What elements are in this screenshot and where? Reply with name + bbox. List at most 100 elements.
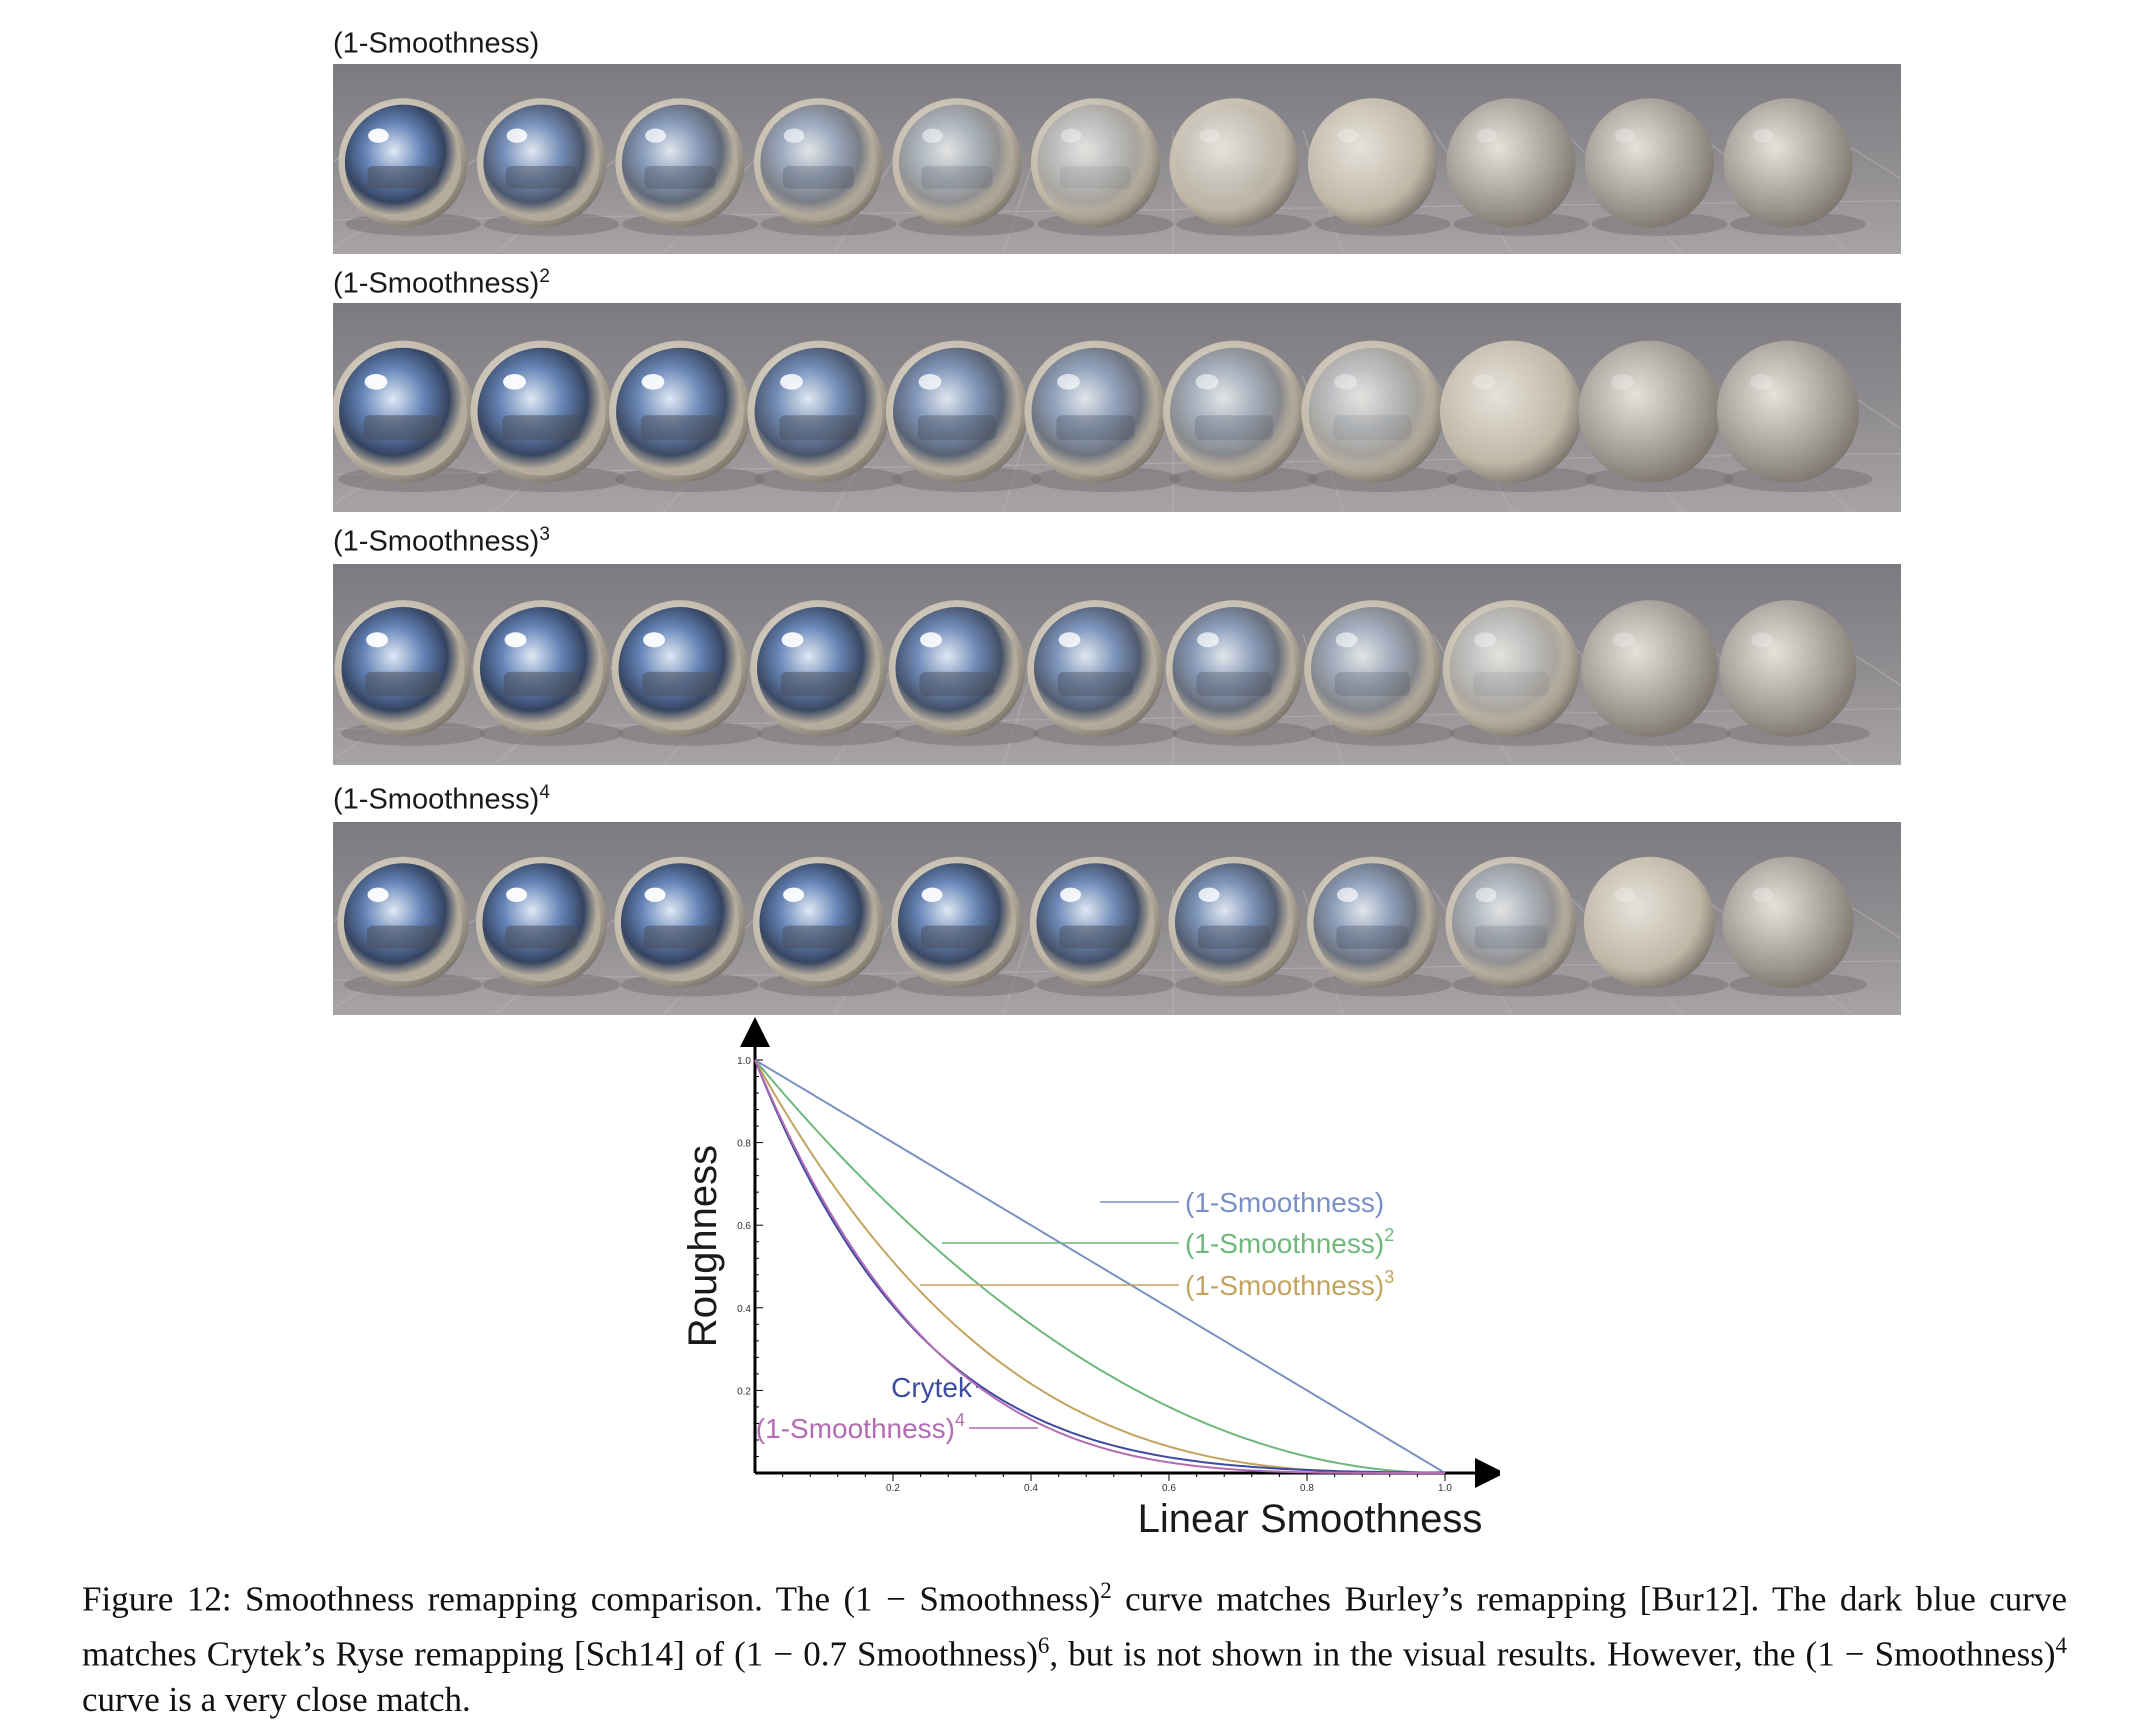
caption-sup-1: 2 [1100, 1578, 1112, 1603]
sphere-render-shape [618, 607, 742, 731]
sphere-render-shape [1059, 166, 1132, 189]
sphere-render-shape [917, 415, 997, 441]
series-label-text: (1-Smoothness) [1185, 1228, 1384, 1259]
sphere-render-shape [1194, 415, 1274, 441]
sphere-render-shape [1716, 340, 1860, 483]
sphere-render-shape [920, 632, 942, 648]
series-label-linear: (1-Smoothness) [1185, 1187, 1384, 1218]
x-tick-label: 0.8 [1300, 1483, 1314, 1494]
sphere-render-shape [482, 863, 601, 982]
sphere-render-shape [783, 887, 805, 903]
sphere-render-shape [1719, 600, 1857, 737]
sphere-render-shape [1198, 166, 1269, 189]
y-axis-label: Roughness [681, 1145, 725, 1347]
sphere-render-shape [1197, 925, 1271, 949]
sphere-render-shape [1313, 863, 1432, 982]
sphere-render-shape [1198, 887, 1220, 903]
sphere-render-shape [1199, 128, 1220, 143]
sphere-render-shape [1611, 374, 1634, 390]
sphere-render-shape [921, 166, 993, 189]
sphere-render-shape [479, 607, 604, 731]
sphere-strip-render [333, 822, 1901, 1015]
sphere-render-shape [1584, 98, 1715, 228]
sphere-render-shape [366, 632, 388, 648]
caption-sup-3: 4 [2055, 1632, 2068, 1658]
series-line-squared [754, 1059, 1445, 1474]
sphere-strip-render [333, 303, 1901, 512]
sphere-render-shape [1308, 347, 1437, 476]
sphere-render-shape [365, 671, 441, 696]
sphere-render-shape [781, 632, 804, 648]
caption-sup-2: 6 [1037, 1632, 1050, 1658]
sphere-render-shape [1822, 633, 1901, 687]
sphere-render-shape [1822, 129, 1901, 180]
sphere-render-shape [1439, 340, 1583, 483]
sphere-render-shape [1197, 632, 1219, 648]
sphere-render-shape [1476, 128, 1497, 143]
sphere-strip-1 [333, 64, 1901, 254]
sphere-strip-4 [333, 822, 1901, 1015]
sphere-render-shape [1057, 374, 1080, 390]
caption-text-1: Figure 12: Smoothness remapping comparis… [82, 1579, 1101, 1619]
sphere-render-shape [1337, 128, 1359, 143]
sphere-render-shape [644, 166, 716, 189]
sphere-render-shape [1472, 374, 1496, 390]
sphere-render-shape [1333, 415, 1412, 441]
sphere-render-shape [1170, 347, 1298, 476]
series-label-text: Crytek [891, 1372, 973, 1403]
sphere-render-shape [1036, 863, 1155, 982]
sphere-render-shape [344, 104, 462, 221]
sphere-strip-2 [333, 303, 1901, 512]
sphere-render-shape [1057, 671, 1134, 696]
sphere-render-shape [759, 863, 878, 982]
sphere-render-shape [1195, 374, 1219, 390]
sphere-strip-render [333, 564, 1901, 765]
row-label-1: (1-Smoothness) [333, 26, 539, 61]
sphere-render-shape [1581, 600, 1718, 737]
sphere-render-shape [477, 347, 606, 476]
sphere-render-shape [483, 104, 600, 221]
sphere-render-shape [780, 671, 857, 696]
sphere-render-shape [364, 374, 388, 390]
roughness-chart: 0.2 0.4 0.6 0.8 1.0 0.2 0.4 0.6 0.8 1.0 (1-Smooth… [681, 1017, 1500, 1541]
row-label-exponent: 3 [539, 524, 550, 545]
series-line-fourth [754, 1059, 1445, 1474]
sphere-render-shape [1446, 98, 1576, 228]
y-tick-label: 0.2 [737, 1386, 751, 1397]
sphere-render-shape [760, 104, 877, 221]
sphere-render-shape [918, 374, 942, 390]
sphere-render-shape [1033, 607, 1158, 731]
y-tick-label: 1.0 [737, 1056, 751, 1067]
sphere-render-shape [898, 104, 1016, 221]
sphere-strip-render [333, 64, 1901, 254]
sphere-render-shape [366, 925, 440, 949]
series-line-crytek [754, 1059, 1445, 1474]
caption-text-2: curve matches Burley’s remapping [Bur12]… [82, 1579, 2067, 1674]
sphere-render-shape [1307, 98, 1438, 228]
sphere-render-shape [1337, 887, 1359, 903]
sphere-render-shape [1612, 632, 1635, 648]
sphere-render-shape [756, 607, 881, 731]
series-label-cubed: (1-Smoothness)3 [1185, 1267, 1394, 1301]
sphere-render-shape [621, 104, 739, 221]
series-label-crytek: Crytek [891, 1372, 973, 1403]
row-label-2: (1-Smoothness)2 [333, 266, 550, 301]
sphere-render-shape [920, 925, 994, 949]
sphere-render-shape [506, 128, 528, 143]
sphere-render-shape [504, 632, 527, 648]
sphere-render-shape [1449, 607, 1573, 731]
sphere-render-shape [754, 347, 883, 476]
sphere-render-shape [893, 347, 1021, 476]
sphere-render-shape [1310, 607, 1435, 731]
x-tick-label: 0.2 [886, 1483, 900, 1494]
sphere-render-shape [897, 863, 1017, 982]
figure-caption: Figure 12: Smoothness remapping comparis… [82, 1568, 2067, 1723]
y-tick-label: 0.6 [737, 1221, 751, 1232]
sphere-render-shape [1723, 98, 1853, 228]
row-label-exponent: 2 [539, 266, 550, 287]
y-tick-label: 0.8 [737, 1139, 751, 1150]
series-line-linear [754, 1059, 1446, 1474]
sphere-render-shape [782, 925, 855, 949]
series-label-squared: (1-Smoothness)2 [1185, 1225, 1394, 1259]
sphere-render-shape [641, 374, 665, 390]
